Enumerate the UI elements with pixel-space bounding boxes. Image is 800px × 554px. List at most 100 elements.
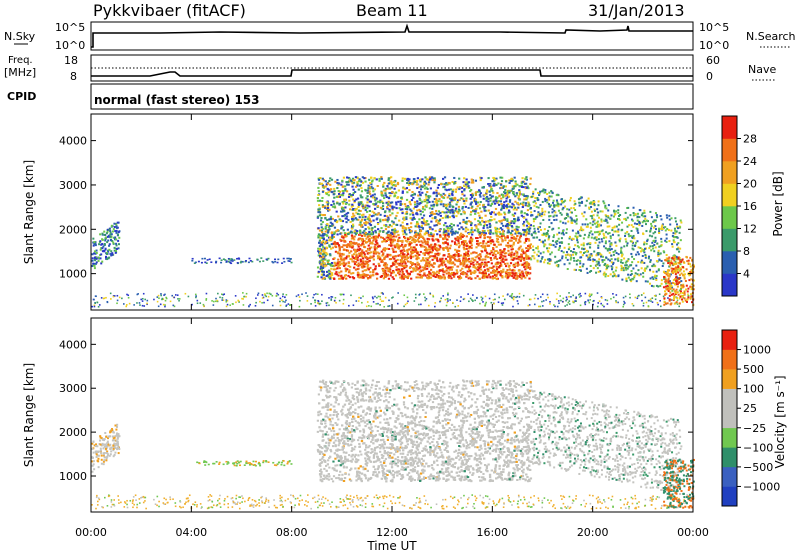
range-gate-cell (644, 217, 647, 220)
range-gate-cell (402, 276, 405, 279)
range-gate-cell (503, 201, 506, 204)
range-gate-cell (484, 271, 487, 274)
range-gate-cell (453, 232, 457, 235)
range-gate-cell (609, 273, 612, 276)
range-gate-cell (391, 228, 394, 231)
range-gate-cell (631, 244, 634, 247)
range-gate-cell (523, 266, 526, 269)
range-gate-cell (447, 253, 450, 256)
range-gate-cell (484, 304, 487, 307)
range-gate-cell (556, 202, 559, 205)
range-gate-cell (500, 253, 503, 256)
range-gate-cell (498, 296, 500, 299)
range-gate-cell (566, 298, 568, 301)
range-gate-cell (368, 252, 371, 255)
range-gate-cell (369, 275, 372, 278)
range-gate-cell (487, 203, 490, 206)
range-gate-cell (674, 220, 677, 223)
range-gate-cell (370, 176, 373, 179)
range-gate-cell (517, 232, 520, 235)
range-gate-cell (114, 249, 117, 252)
range-gate-cell (497, 252, 500, 255)
range-gate-cell (212, 304, 215, 306)
range-gate-cell (665, 282, 668, 285)
range-gate-cell (533, 210, 536, 213)
range-gate-cell (327, 191, 330, 194)
range-gate-cell (488, 232, 491, 235)
range-gate-cell (342, 236, 345, 239)
range-gate-cell (330, 188, 333, 191)
range-gate-cell (502, 249, 506, 252)
range-gate-cell (419, 202, 422, 205)
range-gate-cell (353, 201, 356, 204)
range-gate-cell (387, 179, 390, 182)
range-gate-cell (420, 240, 423, 243)
range-gate-cell (342, 248, 346, 251)
range-gate-cell (447, 181, 450, 184)
range-gate-cell (361, 249, 364, 252)
range-gate-cell (419, 188, 423, 191)
range-gate-cell (102, 245, 105, 248)
range-gate-cell (105, 251, 108, 254)
range-gate-cell (497, 182, 500, 185)
range-gate-cell (372, 214, 375, 217)
range-gate-cell (603, 259, 606, 262)
range-gate-cell (473, 229, 476, 232)
range-gate-cell (597, 302, 600, 304)
range-gate-cell (550, 222, 553, 225)
range-gate-cell (546, 258, 549, 261)
range-gate-cell (516, 201, 519, 204)
range-gate-cell (507, 274, 511, 277)
range-gate-cell (232, 303, 234, 305)
range-gate-cell (589, 226, 592, 229)
range-gate-cell (376, 255, 380, 258)
range-gate-cell (431, 228, 434, 231)
range-gate-cell (505, 191, 509, 194)
range-gate-cell (428, 245, 431, 248)
range-gate-cell (507, 249, 510, 252)
range-gate-cell (377, 232, 381, 235)
range-gate-cell (358, 296, 360, 299)
range-gate-cell (397, 200, 400, 203)
range-gate-cell (435, 212, 438, 215)
range-gate-cell (391, 261, 395, 264)
range-gate-cell (443, 260, 446, 263)
range-gate-cell (476, 205, 479, 208)
range-gate-cell (402, 217, 405, 220)
range-gate-cell (549, 258, 552, 261)
range-gate-cell (577, 198, 580, 201)
range-gate-cell (483, 229, 486, 232)
range-gate-cell (462, 181, 465, 184)
range-gate-cell (483, 209, 486, 212)
range-gate-cell (334, 243, 337, 246)
range-gate-cell (113, 236, 116, 239)
range-gate-cell (336, 262, 339, 265)
range-gate-cell (321, 236, 324, 239)
range-gate-cell (561, 255, 564, 258)
range-gate-cell (407, 242, 410, 245)
range-gate-cell (456, 271, 459, 274)
range-gate-cell (509, 269, 512, 272)
range-gate-cell (515, 250, 518, 253)
nave-tick-top: 60 (706, 54, 720, 67)
range-gate-cell (399, 208, 402, 211)
range-gate-cell (349, 231, 352, 234)
range-gate-cell (492, 191, 495, 194)
range-gate-cell (397, 271, 400, 274)
range-gate-cell (322, 250, 325, 253)
range-gate-cell (418, 253, 421, 256)
range-gate-cell (643, 209, 646, 212)
range-gate-cell (425, 204, 428, 207)
range-gate-cell (417, 194, 420, 197)
range-gate-cell (161, 298, 163, 301)
range-gate-cell (627, 276, 630, 279)
range-gate-cell (487, 270, 490, 273)
range-gate-cell (500, 193, 503, 196)
range-gate-cell (423, 199, 426, 202)
range-gate-cell (621, 278, 624, 281)
range-gate-cell (564, 222, 567, 225)
range-gate-cell (500, 180, 504, 183)
range-gate-cell (597, 262, 600, 265)
range-gate-cell (545, 235, 548, 238)
range-gate-cell (470, 277, 473, 280)
